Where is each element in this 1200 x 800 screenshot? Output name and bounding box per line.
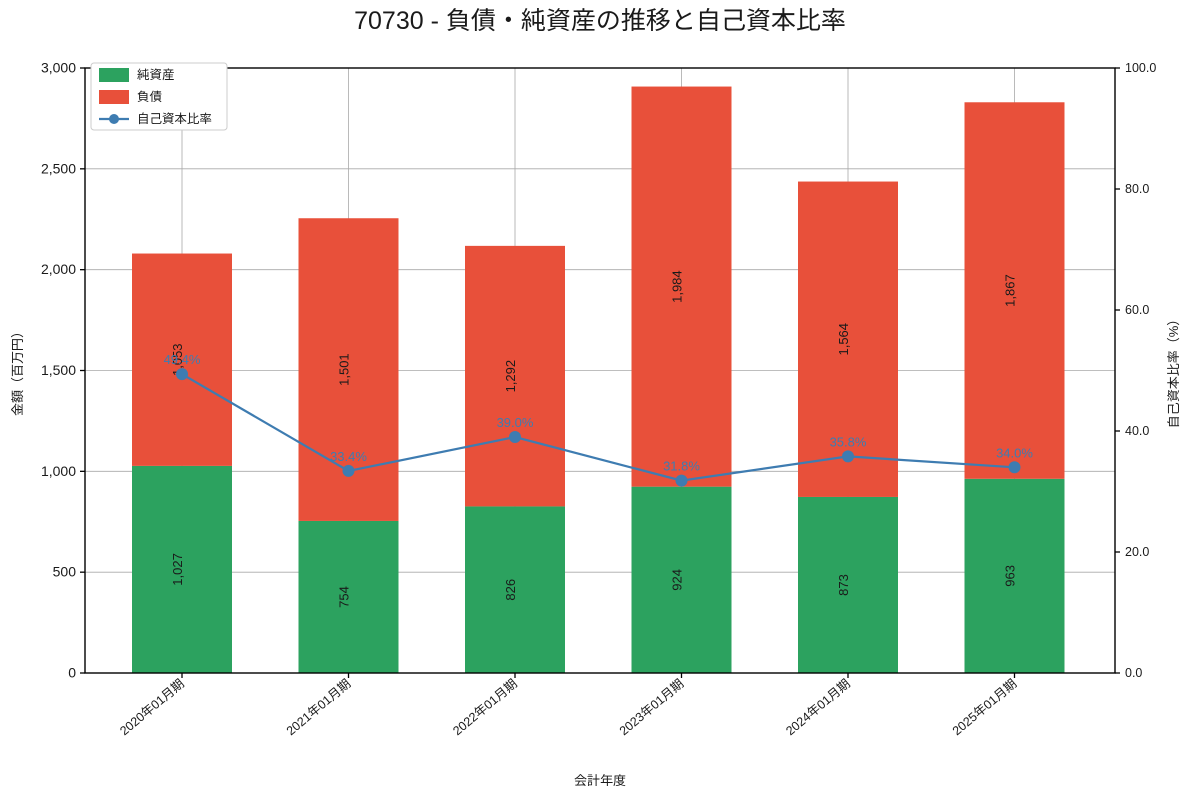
svg-text:500: 500: [53, 564, 77, 580]
svg-text:49.4%: 49.4%: [164, 352, 201, 367]
svg-text:40.0: 40.0: [1125, 424, 1149, 438]
svg-text:負債: 負債: [137, 90, 162, 104]
svg-text:873: 873: [836, 574, 851, 596]
svg-text:1,500: 1,500: [41, 362, 76, 378]
svg-text:33.4%: 33.4%: [330, 449, 367, 464]
svg-text:1,564: 1,564: [836, 323, 851, 356]
svg-text:純資産: 純資産: [137, 68, 175, 82]
svg-text:1,292: 1,292: [503, 360, 518, 393]
svg-text:34.0%: 34.0%: [996, 445, 1033, 460]
svg-text:60.0: 60.0: [1125, 303, 1149, 317]
svg-text:3,000: 3,000: [41, 60, 76, 76]
svg-text:20.0: 20.0: [1125, 545, 1149, 559]
svg-text:自己資本比率: 自己資本比率: [137, 112, 213, 126]
svg-text:100.0: 100.0: [1125, 61, 1156, 75]
svg-text:自己資本比率（%）: 自己資本比率（%）: [1166, 313, 1181, 429]
svg-text:1,984: 1,984: [670, 270, 685, 303]
svg-text:1,000: 1,000: [41, 463, 76, 479]
svg-text:0: 0: [68, 665, 76, 681]
svg-text:1,501: 1,501: [337, 353, 352, 386]
svg-text:2,000: 2,000: [41, 261, 76, 277]
svg-text:80.0: 80.0: [1125, 182, 1149, 196]
svg-text:2,500: 2,500: [41, 160, 76, 176]
svg-text:924: 924: [670, 569, 685, 591]
svg-text:39.0%: 39.0%: [497, 415, 534, 430]
svg-text:金額（百万円）: 金額（百万円）: [10, 325, 25, 416]
svg-text:963: 963: [1003, 565, 1018, 587]
svg-text:1,867: 1,867: [1003, 274, 1018, 307]
svg-text:754: 754: [337, 586, 352, 608]
svg-text:1,027: 1,027: [170, 553, 185, 586]
svg-text:70730 - 負債・純資産の推移と自己資本比率: 70730 - 負債・純資産の推移と自己資本比率: [354, 7, 846, 35]
svg-text:0.0: 0.0: [1125, 666, 1142, 680]
svg-text:35.8%: 35.8%: [830, 434, 867, 449]
svg-text:会計年度: 会計年度: [574, 773, 626, 788]
svg-text:31.8%: 31.8%: [663, 459, 700, 474]
svg-text:826: 826: [503, 579, 518, 601]
